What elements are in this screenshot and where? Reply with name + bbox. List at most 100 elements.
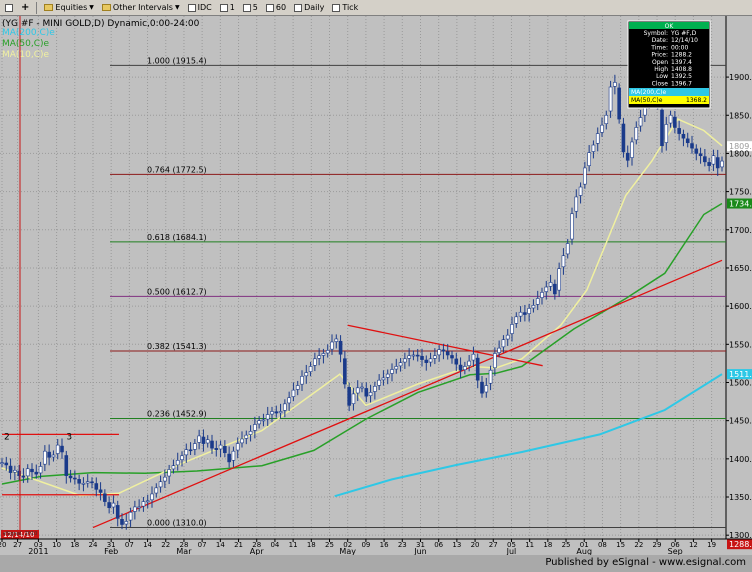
y-tick-label: 1400.0: [729, 455, 752, 464]
x-tick-label: 06: [434, 541, 443, 549]
candle-body: [437, 349, 441, 356]
candle-body: [94, 483, 99, 490]
info-row-value: 1408.8: [671, 66, 692, 73]
legend: MA(200,C)e MA(50,C)e MA(10,C)e: [2, 28, 55, 60]
x-month-label: 2011: [28, 547, 48, 555]
candle-body: [501, 339, 506, 348]
checkbox-icon: [332, 3, 341, 12]
checkbox-icon: [265, 3, 274, 12]
info-ma50-bar: [629, 96, 709, 104]
candle-body: [557, 268, 561, 291]
candle-body: [304, 372, 309, 377]
moving-average-line: [1, 202, 723, 485]
candle-body: [270, 411, 274, 415]
equities-dropdown[interactable]: Equities ▼: [41, 1, 97, 15]
x-tick-label: 12: [689, 541, 698, 549]
candle-body: [30, 468, 34, 473]
candle-body: [193, 443, 197, 450]
candle-body: [137, 506, 141, 509]
trendline[interactable]: [92, 259, 723, 529]
interval-daily-button[interactable]: Daily: [291, 1, 327, 15]
candle-body: [424, 359, 429, 363]
toolbar: + Equities ▼ Other Intervals ▼ IDC 1 5 60 …: [0, 0, 752, 16]
grid-icon[interactable]: [2, 1, 16, 15]
interval-idc-button[interactable]: IDC: [185, 1, 215, 15]
x-tick-label: 11: [525, 541, 534, 549]
info-ma200-bar: [629, 88, 709, 96]
candle-body: [458, 364, 463, 371]
plus-icon[interactable]: +: [21, 2, 30, 13]
x-tick-label: 28: [179, 541, 188, 549]
fib-level-label: 0.764 (1772.5): [147, 165, 207, 174]
other-intervals-dropdown[interactable]: Other Intervals ▼: [99, 1, 183, 15]
x-month-label: May: [339, 547, 356, 555]
candle-body: [98, 489, 103, 493]
interval-tick-button[interactable]: Tick: [329, 1, 361, 15]
candle-body: [68, 475, 73, 479]
fib-level-label: 0.500 (1612.7): [147, 287, 207, 296]
candle-body: [313, 358, 317, 366]
candle-body: [694, 148, 699, 154]
price-tag-label: 1809.5: [729, 142, 752, 151]
candle-body: [428, 358, 433, 363]
candle-body: [518, 311, 523, 317]
candle-body: [317, 355, 321, 359]
candle-body: [278, 411, 283, 414]
info-row-label: Time:: [650, 44, 668, 51]
candle-body: [300, 376, 304, 385]
interval-1-button[interactable]: 1: [217, 1, 238, 15]
x-tick-label: 31: [416, 541, 425, 549]
info-row-label: Price:: [651, 52, 668, 59]
candle-body: [325, 350, 330, 354]
candle-body: [544, 286, 549, 292]
price-chart[interactable]: 1.000 (1915.4) 0.764 (1772.5) 0.618 (1684.…: [0, 16, 752, 555]
candle-body: [720, 160, 724, 168]
y-tick-label: 1800.0: [729, 149, 752, 158]
other-intervals-label: Other Intervals: [112, 3, 173, 12]
candle-body: [227, 453, 231, 463]
x-tick-label: 23: [398, 541, 407, 549]
x-month-label: Apr: [250, 547, 265, 555]
candle-body: [390, 369, 394, 374]
candle-body: [158, 481, 163, 488]
interval-5-label: 5: [252, 3, 258, 12]
info-row-value: YG #F,D: [670, 30, 697, 37]
interval-daily-label: Daily: [304, 3, 325, 12]
interval-60-button[interactable]: 60: [263, 1, 289, 15]
candle-body: [355, 387, 360, 394]
candle-body: [617, 87, 621, 120]
trendline[interactable]: [347, 324, 543, 367]
x-tick-label: 07: [125, 541, 134, 549]
candle-body: [471, 353, 476, 361]
candle-body: [604, 114, 609, 124]
candle-body: [180, 455, 184, 460]
x-tick-label: 14: [216, 541, 225, 549]
interval-5-button[interactable]: 5: [240, 1, 261, 15]
candle-body: [218, 444, 223, 450]
candle-body: [64, 455, 69, 476]
candle-body: [145, 500, 150, 503]
x-tick-label: 15: [616, 541, 625, 549]
folder-icon: [101, 4, 111, 11]
x-tick-label: 02: [343, 541, 352, 549]
candle-body: [398, 362, 403, 367]
info-row-label: Open: [652, 59, 668, 66]
candle-body: [703, 156, 707, 163]
candle-body: [60, 445, 64, 453]
candle-body: [223, 445, 227, 454]
y-tick-label: 1450.0: [729, 417, 752, 426]
x-tick-label: 21: [234, 541, 243, 549]
info-row-value: 1288.2: [671, 52, 692, 59]
candle-body: [330, 341, 334, 350]
x-tick-label: 25: [325, 541, 334, 549]
data-window-header: OK: [665, 23, 675, 30]
x-tick-label: 28: [252, 541, 261, 549]
candle-body: [707, 162, 711, 166]
candle-body: [480, 381, 484, 394]
candle-body: [167, 469, 171, 477]
x-tick-label: 09: [361, 541, 370, 549]
y-tick-label: 1750.0: [729, 188, 752, 197]
info-row-value: 1396.7: [671, 80, 692, 87]
candle-body: [711, 155, 716, 165]
